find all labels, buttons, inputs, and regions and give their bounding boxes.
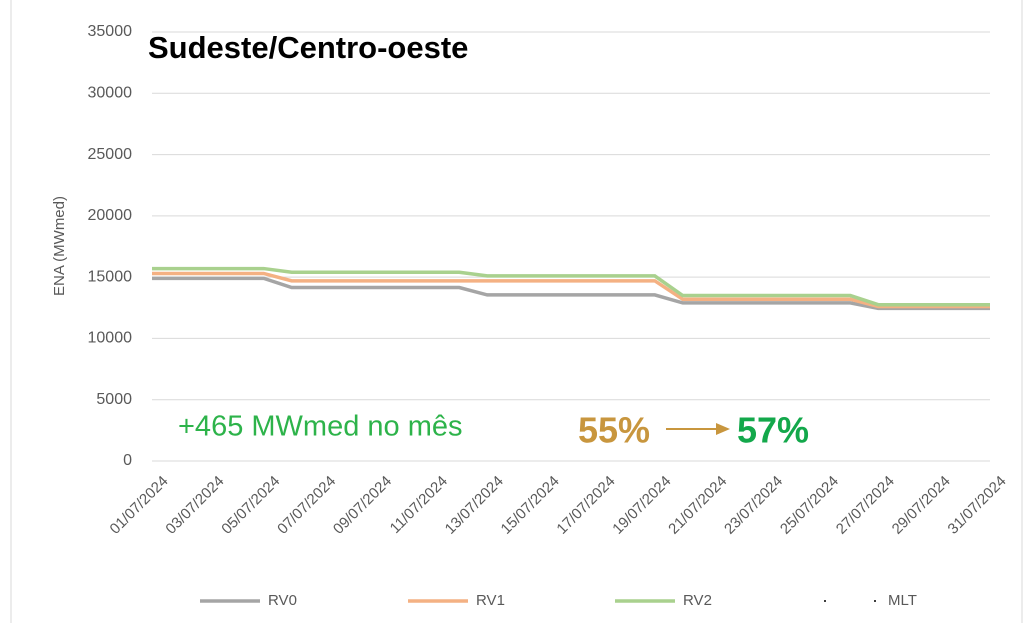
series-line <box>152 266 990 307</box>
chart-title: Sudeste/Centro-oeste <box>148 30 468 65</box>
series-line <box>152 276 990 311</box>
annotation-gain: +465 MWmed no mês <box>178 411 462 443</box>
y-tick-label: 20000 <box>88 207 133 224</box>
y-tick-label: 0 <box>123 452 132 469</box>
y-tick-label: 5000 <box>96 391 132 408</box>
y-axis-label: ENA (MWmed) <box>51 196 68 296</box>
series-line <box>152 271 990 309</box>
y-tick-label: 10000 <box>88 330 133 347</box>
y-tick-label: 30000 <box>88 85 133 102</box>
y-tick-label: 15000 <box>88 268 133 285</box>
y-tick-label: 25000 <box>88 146 133 163</box>
legend-label: RV1 <box>476 592 505 609</box>
annotation-to: 57% <box>737 410 809 451</box>
annotation-from: 55% <box>578 410 650 451</box>
legend-label: MLT <box>888 592 917 609</box>
y-tick-label: 35000 <box>88 23 133 40</box>
legend-label: RV0 <box>268 592 297 609</box>
legend-label: RV2 <box>683 592 712 609</box>
legend-marker <box>874 600 876 602</box>
arrow-head <box>716 423 730 435</box>
legend-marker <box>824 600 826 602</box>
